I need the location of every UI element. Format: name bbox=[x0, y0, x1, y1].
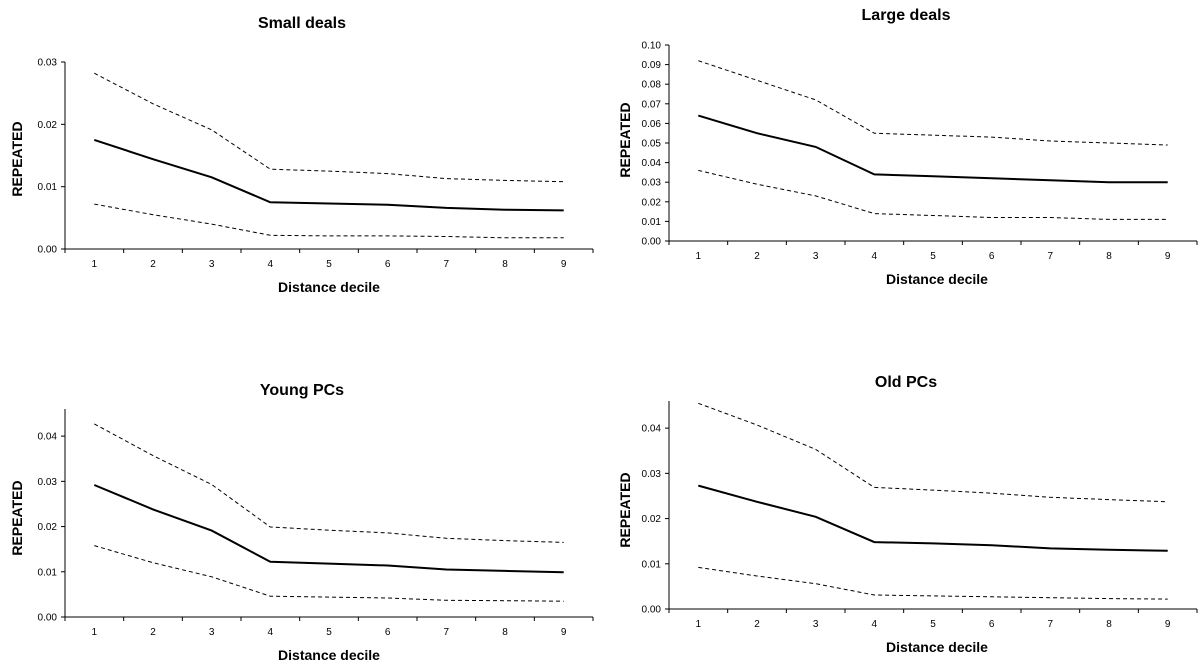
chart-old-pcs: Old PCs REPEATED Distance decile 0.000.0… bbox=[617, 374, 1198, 655]
y-tick-label: 0.04 bbox=[642, 424, 662, 435]
chart-large-deals: Large deals REPEATED Distance decile 0.0… bbox=[617, 7, 1198, 287]
x-tick-label: 5 bbox=[326, 259, 332, 270]
y-tick-label: 0.02 bbox=[38, 522, 58, 533]
chart-small-deals: Small deals REPEATED Distance decile 0.0… bbox=[9, 15, 594, 295]
y-tick-label: 0.03 bbox=[642, 178, 662, 189]
x-tick-label: 7 bbox=[1048, 251, 1054, 262]
y-tick-label: 0.01 bbox=[38, 182, 58, 193]
y-tick-label: 0.03 bbox=[38, 58, 58, 69]
plot-area: 0.00 0.01 0.02 0.03 0.04 1 2 3 4 5 6 7 8 9 bbox=[642, 401, 1198, 630]
x-tick-label: 4 bbox=[268, 259, 274, 270]
plot-area: 0.00 0.01 0.02 0.03 0.04 0.05 0.06 0.07 0.08 0.09… bbox=[642, 41, 1198, 262]
y-axis-label: REPEATED bbox=[9, 121, 25, 196]
x-tick-label: 8 bbox=[1106, 251, 1112, 262]
y-tick-label: 0.00 bbox=[38, 245, 58, 256]
y-axis-label: REPEATED bbox=[617, 102, 633, 177]
series-line-confidence-bound bbox=[94, 72, 564, 183]
x-tick-label: 1 bbox=[92, 627, 98, 638]
x-tick-label: 5 bbox=[930, 619, 936, 630]
x-tick-label: 2 bbox=[754, 619, 760, 630]
x-tick-label: 1 bbox=[696, 619, 702, 630]
x-tick-label: 1 bbox=[696, 251, 702, 262]
x-axis-label: Distance decile bbox=[278, 279, 380, 295]
series-line-estimate bbox=[93, 484, 564, 574]
x-tick-label: 4 bbox=[872, 251, 878, 262]
chart-title: Young PCs bbox=[260, 382, 344, 399]
y-tick-label: 0.06 bbox=[642, 119, 662, 130]
series-line-confidence-bound bbox=[698, 60, 1168, 146]
series-line-confidence-bound bbox=[698, 566, 1168, 600]
y-tick-label: 0.03 bbox=[642, 469, 662, 480]
x-tick-label: 5 bbox=[326, 627, 332, 638]
x-tick-label: 6 bbox=[989, 619, 995, 630]
x-tick-label: 7 bbox=[1048, 619, 1054, 630]
y-tick-label: 0.00 bbox=[38, 613, 58, 624]
x-tick-label: 5 bbox=[930, 251, 936, 262]
x-tick-label: 2 bbox=[150, 627, 156, 638]
x-axis-label: Distance decile bbox=[886, 271, 988, 287]
x-axis-label: Distance decile bbox=[886, 639, 988, 655]
y-tick-label: 0.04 bbox=[642, 158, 662, 169]
y-tick-label: 0.08 bbox=[642, 80, 662, 91]
y-tick-label: 0.02 bbox=[38, 120, 58, 131]
y-tick-label: 0.02 bbox=[642, 514, 662, 525]
x-tick-label: 1 bbox=[92, 259, 98, 270]
x-tick-label: 6 bbox=[989, 251, 995, 262]
x-tick-label: 8 bbox=[502, 627, 508, 638]
y-tick-label: 0.05 bbox=[642, 139, 662, 150]
x-tick-label: 3 bbox=[209, 259, 215, 270]
y-tick-label: 0.09 bbox=[642, 60, 662, 71]
x-tick-label: 6 bbox=[385, 627, 391, 638]
series-line-confidence-bound bbox=[698, 169, 1168, 220]
series-line-confidence-bound bbox=[94, 203, 564, 239]
x-tick-label: 6 bbox=[385, 259, 391, 270]
y-axis-label: REPEATED bbox=[617, 472, 633, 547]
x-tick-label: 3 bbox=[813, 251, 819, 262]
x-tick-label: 4 bbox=[872, 619, 878, 630]
chart-title: Old PCs bbox=[875, 374, 937, 391]
x-tick-label: 8 bbox=[1106, 619, 1112, 630]
series-line-confidence-bound bbox=[94, 545, 564, 602]
x-tick-label: 9 bbox=[1165, 251, 1171, 262]
x-tick-label: 9 bbox=[561, 627, 567, 638]
y-tick-label: 0.04 bbox=[38, 432, 58, 443]
y-tick-label: 0.01 bbox=[642, 217, 662, 228]
series-line-estimate bbox=[698, 484, 1168, 552]
chart-title: Large deals bbox=[862, 7, 951, 24]
x-tick-label: 9 bbox=[1165, 619, 1171, 630]
plot-area: 0.00 0.01 0.02 0.03 0.04 1 2 3 4 5 6 7 8 9 bbox=[38, 409, 594, 638]
x-tick-label: 4 bbox=[268, 627, 274, 638]
chart-young-pcs: Young PCs REPEATED Distance decile 0.000… bbox=[9, 382, 594, 663]
series-line-estimate bbox=[93, 138, 564, 212]
x-tick-label: 2 bbox=[754, 251, 760, 262]
series-line-confidence-bound bbox=[94, 423, 564, 543]
plot-area: 0.00 0.01 0.02 0.03 1 2 3 4 5 6 7 8 9 bbox=[38, 58, 594, 270]
y-axis-label: REPEATED bbox=[9, 480, 25, 555]
x-axis-label: Distance decile bbox=[278, 647, 380, 663]
series-line-estimate bbox=[698, 114, 1168, 184]
y-tick-label: 0.03 bbox=[38, 477, 58, 488]
y-tick-label: 0.01 bbox=[38, 567, 58, 578]
x-tick-label: 7 bbox=[444, 627, 450, 638]
x-tick-label: 3 bbox=[209, 627, 215, 638]
y-tick-label: 0.01 bbox=[642, 559, 662, 570]
x-tick-label: 3 bbox=[813, 619, 819, 630]
y-tick-label: 0.02 bbox=[642, 197, 662, 208]
x-tick-label: 9 bbox=[561, 259, 567, 270]
series-line-confidence-bound bbox=[698, 402, 1168, 503]
x-tick-label: 2 bbox=[150, 259, 156, 270]
x-tick-label: 8 bbox=[502, 259, 508, 270]
chart-title: Small deals bbox=[258, 15, 346, 32]
y-tick-label: 0.07 bbox=[642, 99, 662, 110]
y-tick-label: 0.00 bbox=[642, 237, 662, 248]
x-tick-label: 7 bbox=[444, 259, 450, 270]
y-tick-label: 0.10 bbox=[642, 41, 662, 52]
y-tick-label: 0.00 bbox=[642, 605, 662, 616]
